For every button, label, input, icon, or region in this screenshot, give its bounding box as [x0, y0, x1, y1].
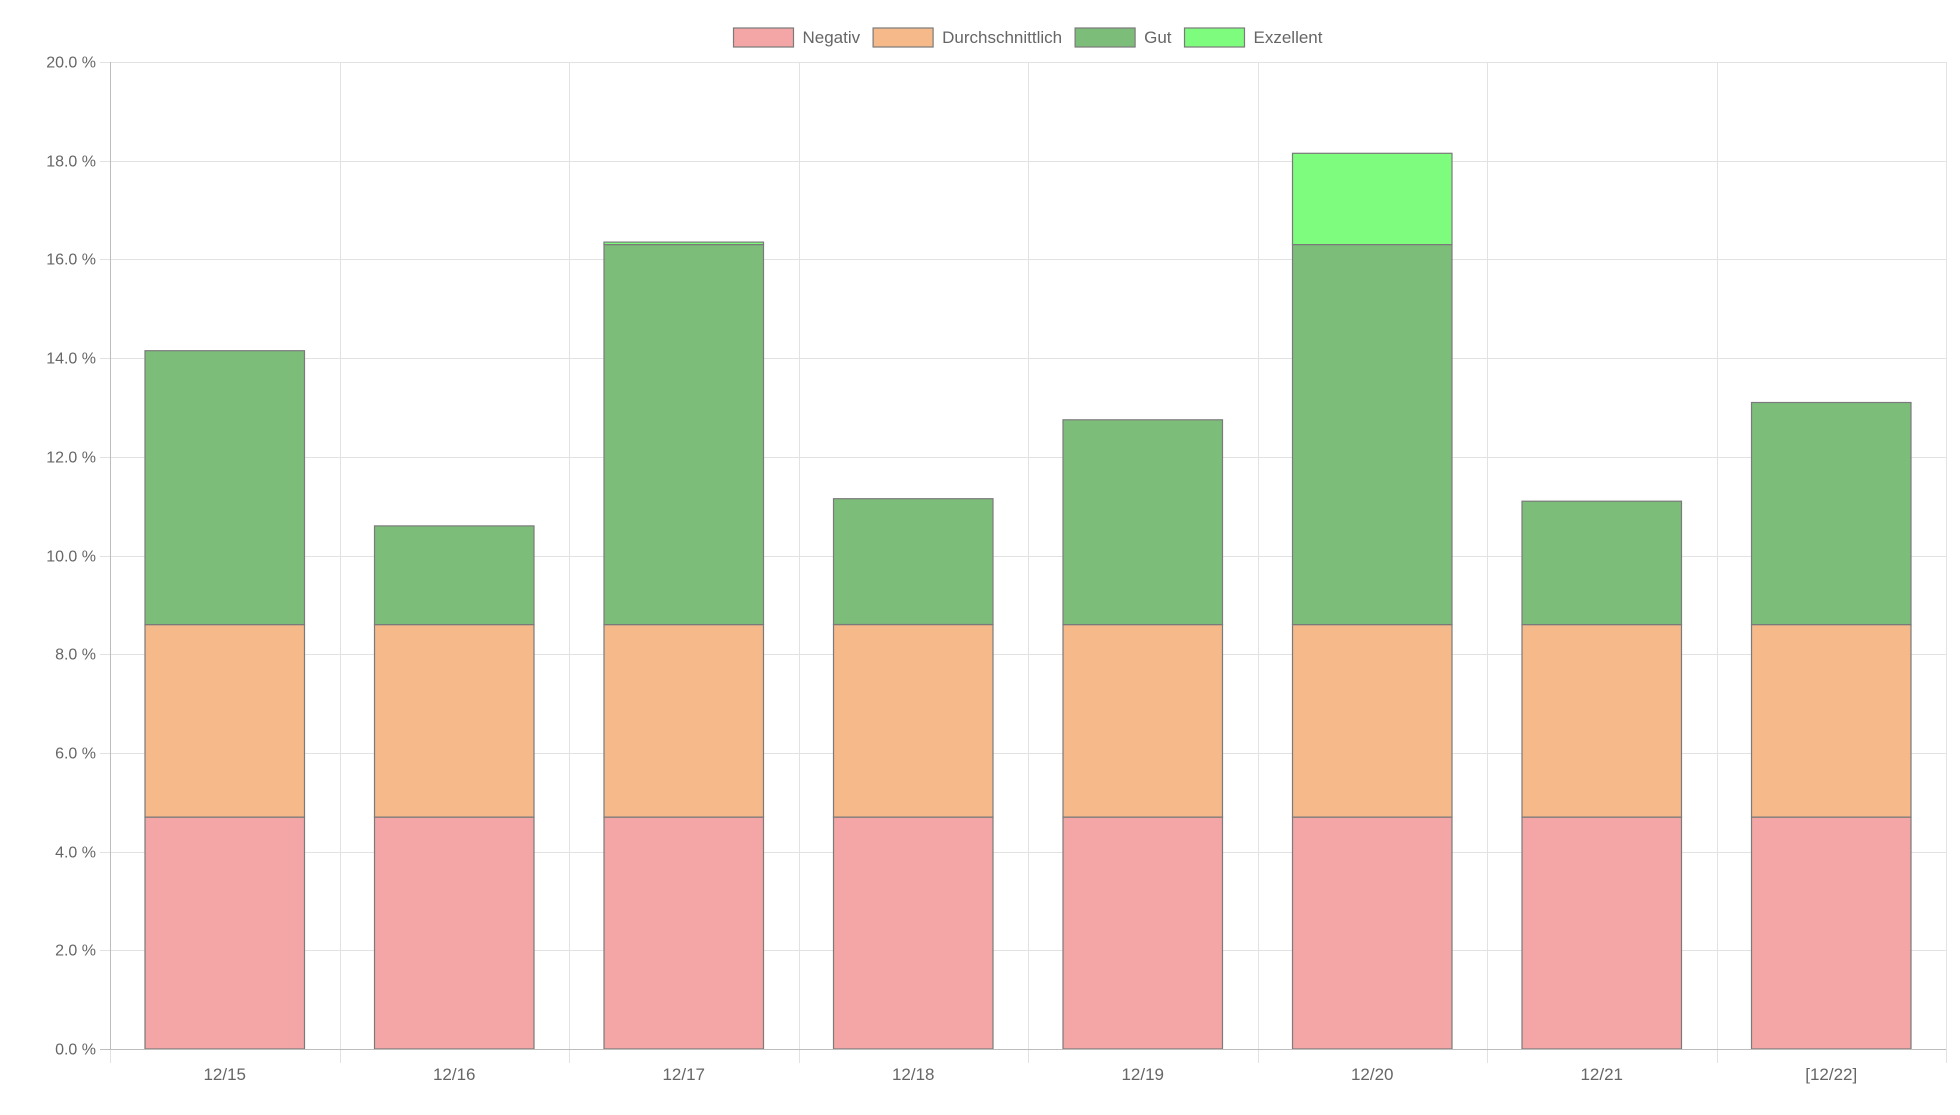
bar-durchschnittlich-12-20[interactable] [1291, 623, 1453, 818]
bar-durchschnittlich-12-18[interactable] [832, 623, 994, 818]
bar-gut-12-21[interactable] [1521, 500, 1683, 626]
legend-item-exzellent[interactable]: Exzellent [1183, 27, 1323, 48]
x-tick-label: 12/19 [1121, 1065, 1164, 1084]
y-tick-label: 4.0 % [55, 845, 96, 862]
legend-item-durchschnittlich[interactable]: Durchschnittlich [872, 27, 1062, 48]
y-tick-label: 0.0 % [55, 1042, 96, 1059]
bars [144, 152, 1912, 1050]
bar-exzellent-12-17[interactable] [603, 241, 765, 246]
legend-label: Exzellent [1254, 28, 1323, 47]
x-tick-label: 12/20 [1351, 1065, 1394, 1084]
legend: Negativ Durchschnittlich Gut Exzellent [732, 27, 1323, 48]
x-tick-label: 12/21 [1580, 1065, 1623, 1084]
y-tick-label: 20.0 % [46, 55, 96, 72]
bar-gut-12-18[interactable] [832, 498, 994, 626]
x-tick-label: 12/15 [203, 1065, 246, 1084]
bar-negativ-12-21[interactable] [1521, 816, 1683, 1050]
legend-swatch [1183, 27, 1246, 48]
legend-item-gut[interactable]: Gut [1074, 27, 1172, 48]
y-tick-label: 6.0 % [55, 746, 96, 763]
axes: 0.0 % 2.0 % 4.0 % 6.0 % 8.0 % 10.0 % 12.0 % 14.… [46, 55, 1946, 1084]
x-tick-label: 12/18 [892, 1065, 935, 1084]
legend-swatch [872, 27, 934, 48]
legend-label: Durchschnittlich [942, 28, 1062, 47]
legend-swatch [1074, 27, 1136, 48]
y-tick-label: 12.0 % [46, 450, 96, 467]
legend-item-negativ[interactable]: Negativ [732, 27, 861, 48]
x-tick-label: [12/22] [1805, 1065, 1857, 1084]
y-tick-label: 16.0 % [46, 252, 96, 269]
legend-label: Negativ [803, 28, 861, 47]
bar-negativ-12-15[interactable] [144, 816, 306, 1050]
y-tick-label: 2.0 % [55, 943, 96, 960]
bar-negativ-12-16[interactable] [373, 816, 535, 1050]
bar-durchschnittlich-12-22[interactable] [1750, 623, 1912, 818]
x-tick-label: 12/16 [433, 1065, 476, 1084]
bar-durchschnittlich-12-21[interactable] [1521, 623, 1683, 818]
x-tick-label: 12/17 [662, 1065, 705, 1084]
bar-durchschnittlich-12-16[interactable] [373, 623, 535, 818]
bar-exzellent-12-20[interactable] [1291, 152, 1453, 246]
legend-label: Gut [1144, 28, 1172, 47]
bar-negativ-12-17[interactable] [603, 816, 765, 1050]
bar-durchschnittlich-12-19[interactable] [1062, 623, 1224, 818]
y-tick-label: 18.0 % [46, 154, 96, 171]
y-tick-label: 8.0 % [55, 647, 96, 664]
bar-gut-12-16[interactable] [373, 525, 535, 626]
bar-negativ-12-22[interactable] [1750, 816, 1912, 1050]
bar-durchschnittlich-12-17[interactable] [603, 623, 765, 818]
bar-gut-12-20[interactable] [1291, 244, 1453, 626]
bar-gut-12-22[interactable] [1750, 401, 1912, 626]
bar-gut-12-17[interactable] [603, 244, 765, 626]
bar-negativ-12-19[interactable] [1062, 816, 1224, 1050]
bar-negativ-12-18[interactable] [832, 816, 994, 1050]
bar-gut-12-15[interactable] [144, 350, 306, 626]
y-tick-label: 14.0 % [46, 351, 96, 368]
y-tick-label: 10.0 % [46, 549, 96, 566]
bar-negativ-12-20[interactable] [1291, 816, 1453, 1050]
bar-gut-12-19[interactable] [1062, 419, 1224, 626]
legend-swatch [732, 27, 795, 48]
bar-durchschnittlich-12-15[interactable] [144, 623, 306, 818]
